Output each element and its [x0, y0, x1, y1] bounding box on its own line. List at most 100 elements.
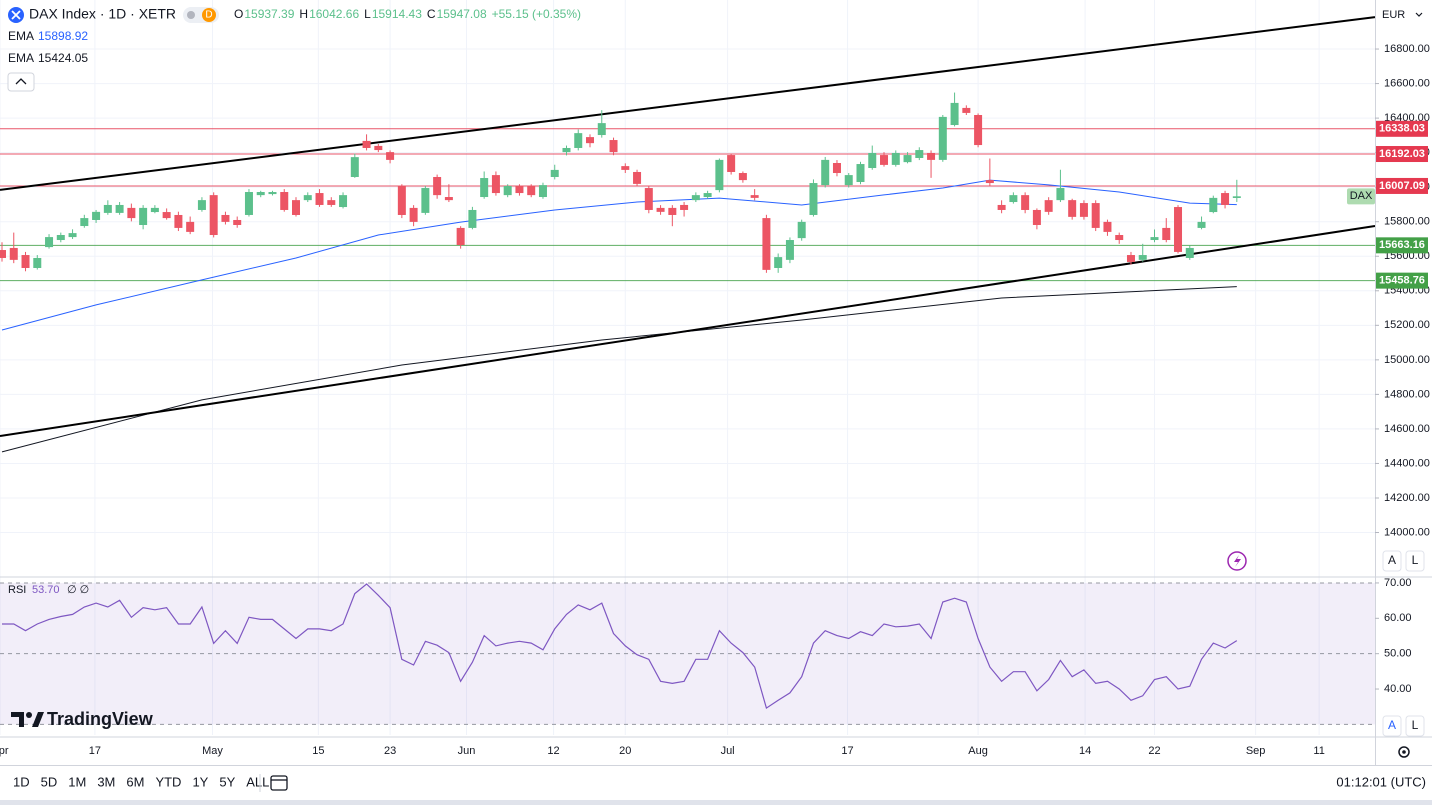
ema-value: 15898.92 [38, 29, 88, 43]
candle-body [80, 218, 89, 227]
level-label: 16192.03 [1379, 148, 1425, 160]
scale-button[interactable]: L [1412, 718, 1419, 732]
currency[interactable]: EUR [1382, 9, 1405, 21]
calendar-icon[interactable] [270, 775, 288, 791]
candle-body [421, 188, 430, 213]
candle-body [974, 115, 983, 146]
candle-body [1079, 203, 1088, 217]
candle-body [1209, 197, 1218, 213]
scale-button[interactable]: A [1388, 718, 1396, 732]
x-tick-label: 20 [619, 745, 631, 757]
collapse-icon [15, 78, 27, 85]
date-range-icon[interactable] [270, 775, 288, 791]
scale-button[interactable]: A [1388, 553, 1396, 567]
candle-body [550, 169, 559, 177]
clock[interactable]: 01:12:01 (UTC) [1336, 774, 1426, 789]
change: +55.15 (+0.35%) [492, 7, 581, 21]
rsi-line [2, 583, 1238, 710]
range-button[interactable]: ALL [246, 774, 269, 789]
candle-body [703, 193, 712, 198]
range-button[interactable]: 5Y [219, 774, 235, 789]
candle-body [844, 175, 853, 186]
trendline [0, 225, 1376, 437]
ema-line [1, 286, 1237, 453]
settings-icon[interactable] [1398, 746, 1410, 758]
candle-body [950, 102, 959, 126]
candle-body [927, 152, 936, 160]
candle-body [327, 200, 336, 205]
candle-body [339, 195, 348, 208]
scale-button-bg[interactable] [1382, 550, 1402, 572]
x-tick-label: 23 [384, 745, 396, 757]
candle-body [256, 192, 265, 196]
candle-body [1103, 221, 1112, 232]
x-tick-label: Apr [0, 745, 9, 757]
y-tick-label: 16800.00 [1384, 43, 1430, 55]
x-tick-label: Sep [1246, 745, 1266, 757]
candle-body [244, 192, 253, 215]
symbol-title[interactable]: DAX Index · 1D · XETR [29, 6, 176, 22]
candle-body [209, 195, 218, 236]
candle-body [1185, 247, 1194, 258]
scale-button[interactable]: L [1412, 553, 1419, 567]
scale-button-bg[interactable] [1405, 550, 1425, 572]
range-button[interactable]: YTD [155, 774, 181, 789]
candle-body [1044, 200, 1053, 212]
candle-body [633, 171, 642, 184]
ohlc-value: 15937.39 [244, 7, 294, 21]
candle-body [680, 204, 689, 210]
range-button[interactable]: 1M [68, 774, 86, 789]
candle-body [56, 235, 65, 241]
range-button[interactable]: 3M [97, 774, 115, 789]
candle-body [21, 255, 30, 268]
y-tick-label: 14200.00 [1384, 492, 1430, 504]
candle-body [1056, 188, 1065, 201]
alert-icon[interactable] [1227, 551, 1247, 571]
ohlc-value: 15947.08 [437, 7, 487, 21]
candle-body [45, 237, 54, 248]
candle-body [397, 185, 406, 215]
candle-body [586, 137, 595, 144]
candle-body [0, 250, 6, 258]
range-button[interactable]: 1Y [192, 774, 208, 789]
candle-body [1068, 200, 1077, 217]
candle-body [797, 221, 806, 239]
x-tick-label: 17 [841, 745, 853, 757]
candle-body [985, 180, 994, 184]
range-button[interactable]: 5D [41, 774, 58, 789]
candle-body [433, 176, 442, 196]
candle-body [150, 207, 159, 213]
candle-body [715, 159, 724, 191]
candle-body [386, 152, 395, 160]
candle-body [409, 207, 418, 222]
alert-icon-mark [1234, 555, 1241, 567]
range-button[interactable]: 6M [126, 774, 144, 789]
settings-icon-dot [1402, 750, 1406, 754]
candle-body [480, 178, 489, 198]
legend-header: DAX Index · 1D · XETR D O 15937.39 H 16042.… [7, 6, 581, 92]
candle-body [774, 257, 783, 268]
brand-name: TradingView [47, 709, 154, 729]
candle-body [92, 211, 101, 220]
brand-mark [11, 712, 24, 727]
candle-body [1174, 207, 1183, 252]
collapse-button[interactable] [7, 72, 35, 92]
range-button[interactable]: 1D [13, 774, 30, 789]
candle-body [809, 183, 818, 215]
level-label: 16007.09 [1379, 180, 1425, 192]
candle-body [868, 152, 877, 169]
trendline [0, 16, 1376, 191]
rsi-pane: RSI 53.70 ∅ ∅ [0, 582, 1375, 725]
currency-button[interactable] [1378, 4, 1428, 26]
candle-body [303, 195, 312, 201]
candle-body [727, 155, 736, 172]
scale-button-bg[interactable] [1405, 715, 1425, 737]
candle-body [1115, 235, 1124, 241]
candle-body [891, 152, 900, 165]
scale-button-bg[interactable] [1382, 715, 1402, 737]
ohlc-value: 15914.43 [372, 7, 422, 21]
y-tick-label: 14800.00 [1384, 388, 1430, 400]
candle-body [197, 200, 206, 210]
candle-body [315, 193, 324, 205]
candle-body [1021, 195, 1030, 210]
